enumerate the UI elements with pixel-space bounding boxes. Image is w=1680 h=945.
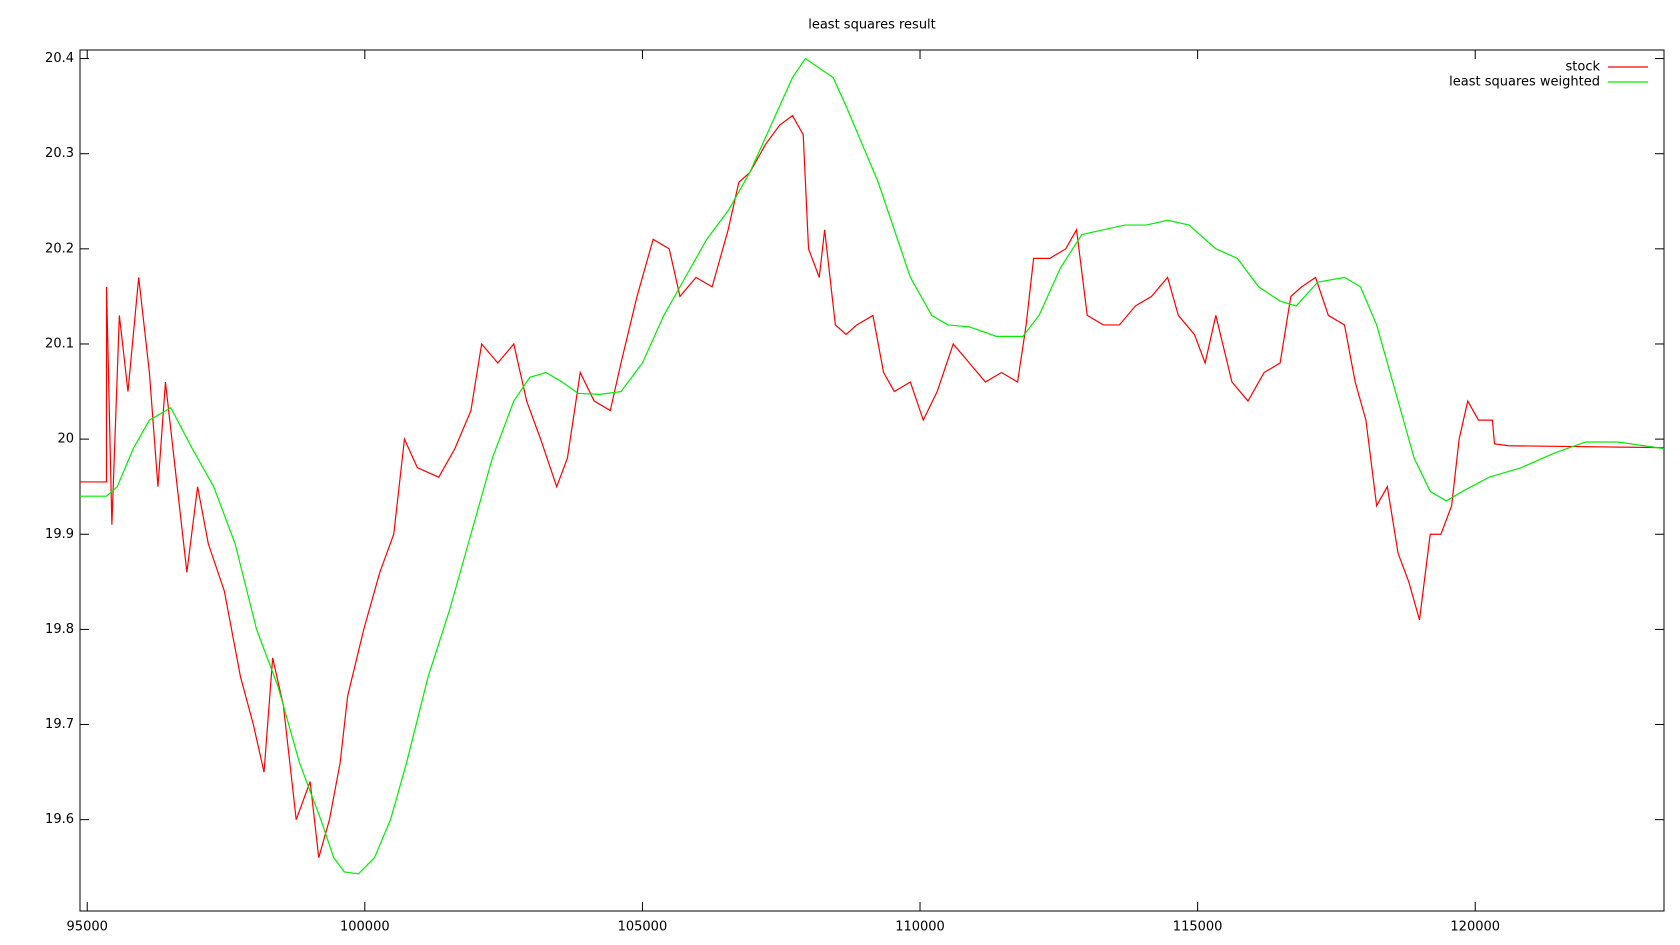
y-tick-label: 20.3 [45, 146, 74, 161]
x-tick-label: 105000 [618, 920, 668, 935]
y-tick-label: 20 [57, 432, 74, 447]
series-line [80, 57, 1664, 875]
y-tick-label: 20.4 [45, 51, 74, 66]
y-tick-label: 19.6 [45, 812, 74, 827]
y-tick-label: 19.8 [45, 622, 74, 637]
y-tick-label: 19.7 [45, 717, 74, 732]
x-tick-label: 100000 [340, 920, 390, 935]
y-tick-label: 20.2 [45, 241, 74, 256]
x-tick-label: 115000 [1173, 920, 1223, 935]
legend-label: stock [1566, 60, 1601, 75]
plot-frame [79, 49, 1665, 912]
x-tick-label: 120000 [1450, 920, 1500, 935]
y-tick-label: 19.9 [45, 527, 74, 542]
y-tick-label: 20.1 [45, 336, 74, 351]
x-tick-label: 95000 [67, 920, 108, 935]
x-tick-label: 110000 [895, 920, 945, 935]
series-line [80, 114, 1664, 858]
legend-label: least squares weighted [1449, 75, 1600, 90]
chart-title: least squares result [808, 18, 936, 33]
